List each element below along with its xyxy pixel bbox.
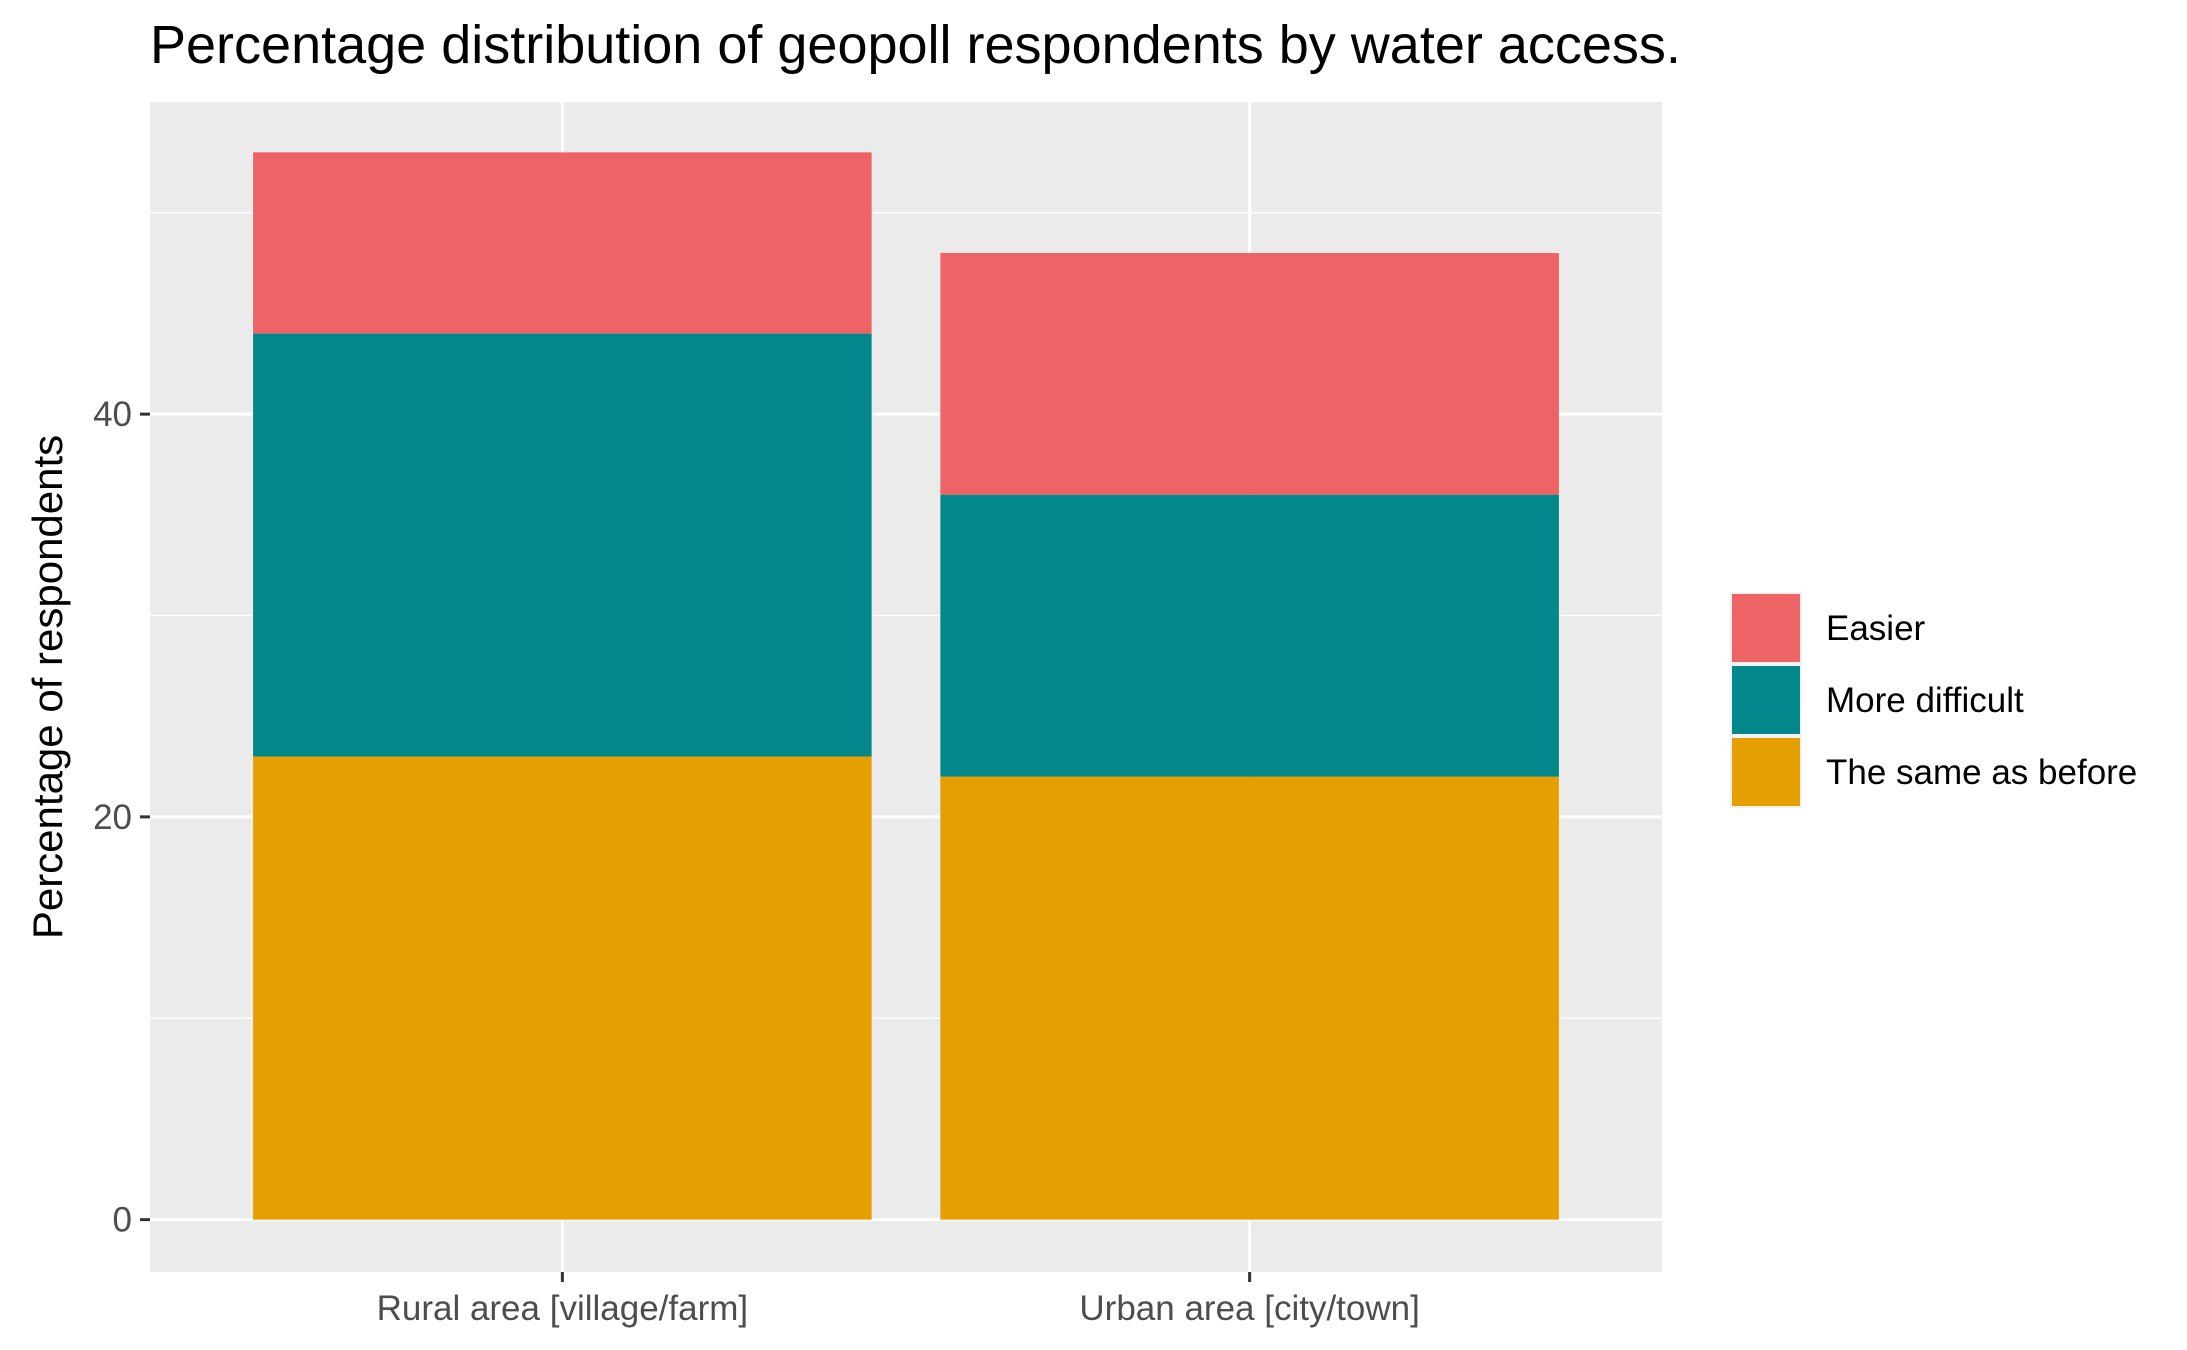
bar-easier-2 [940,253,1559,495]
legend-swatch [1732,594,1800,662]
bar-more-difficult-1 [253,333,872,757]
y-tick-label: 20 [93,798,132,837]
legend: Easier More difficult The same as before [1730,592,2137,808]
bar-the-same-as-before-1 [253,756,872,1220]
bars [253,152,1559,1220]
x-axis: Rural area [village/farm] Urban area [cit… [377,1272,1420,1328]
chart-title: Percentage distribution of geopoll respo… [150,15,1681,75]
bar-more-difficult-2 [940,494,1559,777]
legend-label: The same as before [1826,753,2137,792]
x-tick-label: Rural area [village/farm] [377,1289,749,1328]
y-tick-label: 0 [113,1201,132,1240]
legend-label: More difficult [1826,681,2024,720]
y-axis-title: Percentage of respondents [24,435,71,939]
bar-easier-1 [253,152,872,334]
legend-swatch [1732,666,1800,734]
legend-swatch [1732,738,1800,806]
y-tick-label: 40 [93,395,132,434]
x-tick-label: Urban area [city/town] [1079,1289,1419,1328]
y-axis: 0 20 40 [93,395,150,1240]
legend-label: Easier [1826,609,1926,648]
bar-the-same-as-before-2 [940,776,1559,1220]
